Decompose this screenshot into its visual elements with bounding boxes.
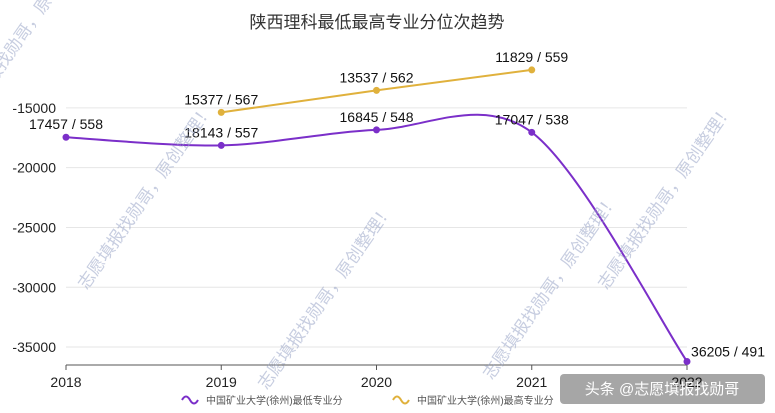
y-axis: -15000 -20000 -25000 -30000 -35000 bbox=[12, 100, 56, 355]
y-tick-label: -30000 bbox=[12, 279, 56, 295]
x-tick-label: 2018 bbox=[50, 374, 81, 390]
credit-text: 头条 @志愿填报找勋哥 bbox=[585, 381, 739, 398]
data-label: 15377 / 567 bbox=[184, 91, 258, 107]
data-label: 16845 / 548 bbox=[340, 109, 414, 125]
legend[interactable]: 中国矿业大学(徐州)最低专业分 中国矿业大学(徐州)最高专业分 bbox=[181, 394, 554, 407]
y-tick-label: -25000 bbox=[12, 219, 56, 235]
legend-label: 中国矿业大学(徐州)最高专业分 bbox=[417, 394, 554, 407]
legend-swatch bbox=[392, 395, 410, 405]
data-point bbox=[62, 133, 70, 141]
x-tick-label: 2020 bbox=[361, 374, 392, 390]
credit-bg bbox=[560, 374, 765, 404]
data-label: 36205 / 491 bbox=[691, 343, 765, 359]
grid-lines bbox=[66, 107, 687, 348]
credit-overlay: 头条 @志愿填报找勋哥 bbox=[560, 374, 765, 404]
data-point bbox=[217, 108, 225, 116]
series-group: 17457 / 558 18143 / 557 16845 / 548 17047 /… bbox=[29, 49, 765, 365]
watermark-text: 志愿填报找勋哥，原创整理！ bbox=[594, 101, 736, 293]
legend-label: 中国矿业大学(徐州)最低专业分 bbox=[206, 394, 343, 407]
data-label: 13537 / 562 bbox=[340, 69, 414, 85]
chart-title: 陕西理科最低最高专业分位次趋势 bbox=[250, 13, 505, 32]
y-tick-label: -15000 bbox=[12, 100, 56, 116]
data-point bbox=[217, 141, 225, 149]
data-label: 17047 / 538 bbox=[495, 111, 569, 127]
data-point bbox=[683, 357, 691, 365]
x-axis: 2018 2019 2020 2021 2022 bbox=[50, 364, 703, 390]
x-tick-label: 2022 bbox=[671, 374, 702, 390]
x-tick-label: 2019 bbox=[206, 374, 237, 390]
data-label: 11829 / 559 bbox=[495, 49, 568, 65]
data-point bbox=[528, 66, 536, 74]
data-label: 18143 / 557 bbox=[184, 124, 258, 140]
series-line-min bbox=[65, 113, 688, 363]
data-point bbox=[373, 126, 380, 134]
watermark-text: 志愿填报找勋哥，原创整理！ bbox=[254, 201, 396, 393]
data-label: 17457 / 558 bbox=[29, 116, 103, 132]
data-point bbox=[373, 86, 380, 94]
legend-swatch bbox=[181, 395, 199, 405]
watermarks: 志愿填报找勋哥，原创整理！志愿填报找勋哥，原创整理！志愿填报找勋哥，原创整理！志… bbox=[0, 0, 737, 393]
y-tick-label: -20000 bbox=[12, 160, 56, 176]
x-tick-label: 2021 bbox=[516, 374, 547, 390]
data-point bbox=[528, 128, 536, 136]
y-tick-label: -35000 bbox=[12, 339, 56, 355]
